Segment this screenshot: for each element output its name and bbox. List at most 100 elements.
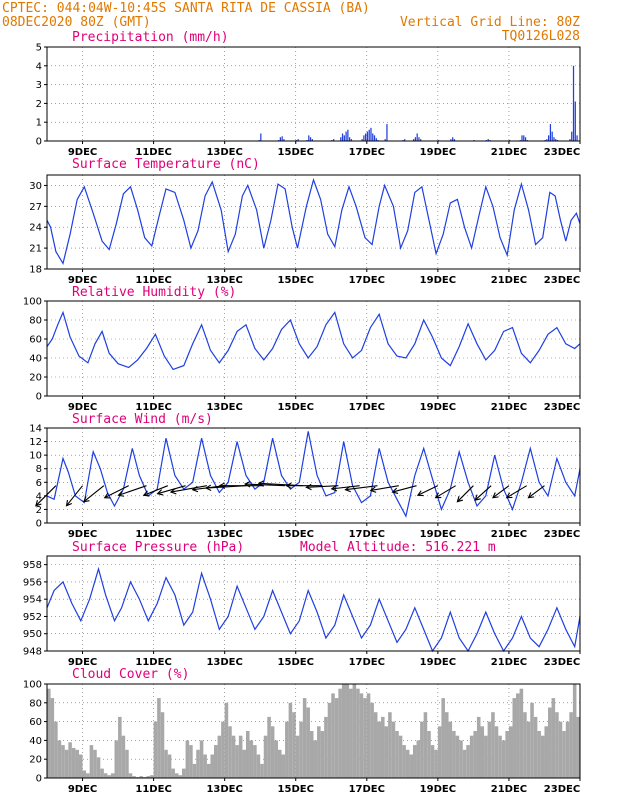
cloud-bar [128, 773, 133, 778]
cloud-bar [388, 712, 392, 778]
precip-bar [361, 139, 363, 141]
cloud-bar [402, 745, 406, 778]
y-tick-label: 4 [36, 61, 42, 72]
wind-arrow-shaft [306, 485, 339, 488]
cloud-bar [395, 731, 399, 778]
wind-arrow-shaft [170, 485, 207, 493]
wind-arrow-head [474, 494, 481, 501]
wind-arrow [285, 482, 323, 489]
header-grid-note: Vertical Grid Line: 80Z [400, 15, 580, 30]
cloud-bar [512, 698, 517, 778]
y-tick-label: 80 [29, 698, 42, 709]
x-tick-label: 17DEC [349, 657, 385, 668]
panel-frame [46, 427, 581, 524]
wind-arrow [391, 485, 417, 494]
precip-bar [333, 139, 335, 141]
cloud-bar [409, 754, 413, 778]
cloud-bar [171, 768, 175, 778]
cloud-bar [196, 749, 200, 778]
cloud-bar [366, 693, 371, 778]
cloud-bar [157, 698, 161, 778]
y-tick-label: 0 [36, 774, 42, 785]
cloud-bar [338, 688, 342, 778]
panel-frame [46, 300, 581, 397]
panel-title-pres: Surface Pressure (hPa) [72, 540, 244, 555]
cloud-bar [551, 698, 556, 778]
cloud-bar [484, 735, 488, 778]
cloud-bar [242, 749, 246, 778]
wind-arrow [117, 485, 147, 497]
y-tick-label: 952 [23, 612, 42, 623]
y-tick-label: 5 [36, 43, 42, 54]
cloud-bar [235, 745, 239, 778]
precip-bar [420, 139, 422, 141]
cloud-bar [64, 749, 69, 778]
cloud-bar [381, 716, 385, 778]
wind-arrow-head [156, 489, 164, 496]
wind-arrow-shaft [506, 485, 527, 499]
wind-arrow [330, 485, 360, 492]
y-tick-label: 40 [29, 736, 42, 747]
x-tick-label: 19DEC [420, 657, 456, 668]
cloud-bar [221, 721, 225, 778]
panel-title-cloud: Cloud Cover (%) [72, 667, 189, 682]
y-tick-label: 27 [29, 202, 42, 213]
cloud-bar [391, 721, 396, 778]
cloud-bar [569, 712, 573, 778]
y-tick-label: 30 [29, 181, 42, 192]
wind-arrow-shaft [492, 485, 510, 499]
cloud-bar [256, 754, 261, 778]
x-tick-label: 21DEC [491, 275, 527, 286]
wind-arrow-head [434, 492, 442, 499]
cloud-bar [89, 745, 94, 778]
cloud-bar [292, 712, 296, 778]
precip-bar [363, 135, 365, 141]
x-tick-label: 13DEC [206, 275, 242, 286]
header-model-id: TQ0126L028 [502, 29, 580, 44]
wind-arrow-head [218, 482, 226, 489]
panel-frame [46, 555, 581, 652]
cloud-bar [572, 684, 577, 778]
precip-bar [523, 135, 525, 141]
y-tick-label: 80 [29, 316, 42, 327]
cloud-bar [498, 735, 502, 778]
cloud-bar [125, 749, 129, 778]
y-tick-label: 100 [23, 680, 42, 691]
wind-arrow [305, 483, 339, 491]
x-tick-label: 21DEC [491, 402, 527, 413]
panel-title-wind: Surface Wind (m/s) [72, 412, 213, 427]
cloud-bar [100, 768, 104, 778]
wind-arrow-head [505, 492, 513, 499]
cloud-bar [139, 776, 143, 778]
x-tick-label: 11DEC [135, 784, 171, 795]
wind-arrow [527, 485, 545, 499]
cloud-bar [508, 726, 513, 778]
cloud-bar [192, 763, 197, 778]
precip-bar [418, 137, 420, 141]
cloud-bar [412, 745, 417, 778]
wind-arrow [416, 485, 439, 497]
cloud-bar [285, 721, 289, 778]
cloud-bar [313, 740, 318, 778]
y-tick-label: 24 [29, 223, 42, 234]
cloud-bar [50, 698, 55, 778]
y-tick-label: 21 [29, 244, 42, 255]
wind-arrow-head [305, 483, 312, 491]
wind-arrow-shaft [104, 485, 129, 499]
cloud-bar [199, 740, 204, 778]
x-tick-label: 17DEC [349, 147, 385, 158]
header-run-date: 08DEC2020 80Z (GMT) [2, 15, 151, 30]
cloud-bar [288, 702, 293, 778]
precip-bar [365, 133, 367, 141]
precip-bar [574, 101, 576, 141]
cloud-bar [544, 726, 549, 778]
cloud-bar [238, 735, 243, 778]
cloud-bar [501, 740, 506, 778]
cloud-bar [491, 712, 495, 778]
cloud-bar [263, 735, 268, 778]
cloud-bar [231, 735, 236, 778]
cloud-bar [253, 745, 257, 778]
wind-arrow-shaft [157, 485, 186, 495]
y-tick-label: 14 [29, 424, 42, 435]
